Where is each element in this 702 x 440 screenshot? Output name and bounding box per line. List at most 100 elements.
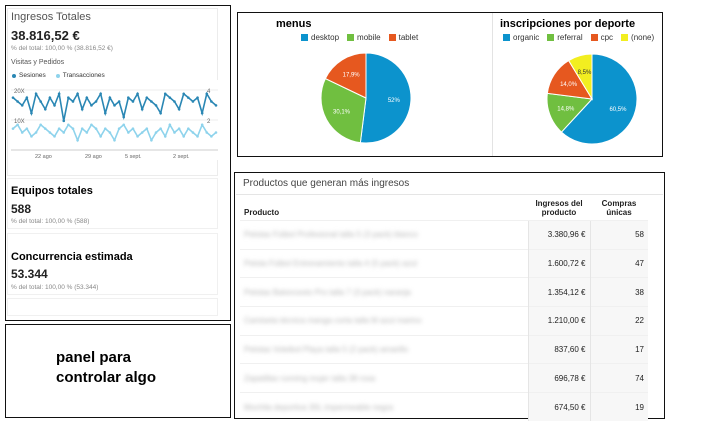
pie-slice-desktop[interactable] bbox=[359, 52, 412, 144]
product-purchases: 74 bbox=[589, 363, 648, 393]
kpi-panel-frame bbox=[5, 5, 231, 321]
line-point bbox=[103, 127, 107, 130]
line-point bbox=[140, 131, 144, 134]
line-point bbox=[122, 115, 126, 119]
line-point bbox=[177, 107, 181, 111]
x-tick-0: 22 ago bbox=[35, 154, 52, 160]
line-point bbox=[173, 100, 176, 103]
pie-slice-mobile[interactable] bbox=[320, 77, 367, 144]
line-point bbox=[53, 135, 56, 138]
line-point bbox=[136, 92, 139, 96]
line-point bbox=[196, 135, 199, 138]
line-point bbox=[205, 92, 209, 96]
line-chart-title: Visitas y Pedidos bbox=[11, 59, 65, 66]
line-point bbox=[168, 123, 172, 127]
line-point bbox=[43, 107, 47, 111]
product-name[interactable]: Pelota Fútbol Entrenamiento talla 4 (5 p… bbox=[240, 248, 528, 278]
product-name[interactable]: Pelotas Baloncesto Pro talla 7 (3 pack) … bbox=[240, 277, 528, 307]
pie-slice-organic[interactable] bbox=[560, 53, 638, 145]
legend-referral: referral bbox=[547, 33, 583, 42]
line-point bbox=[159, 111, 162, 115]
pie-label: 60,5% bbox=[609, 107, 627, 113]
products-title-divider bbox=[236, 194, 663, 195]
product-revenue: 3.380,96 € bbox=[527, 220, 590, 250]
line-point bbox=[210, 135, 213, 138]
line-point bbox=[145, 127, 149, 130]
line-point bbox=[182, 135, 186, 138]
product-name[interactable]: Mochila deportiva 30L impermeable negra bbox=[240, 392, 528, 422]
line-point bbox=[196, 96, 199, 99]
line-point bbox=[94, 100, 98, 103]
line-point bbox=[131, 127, 135, 130]
equipos-value: 588 bbox=[11, 202, 32, 216]
line-point bbox=[67, 123, 70, 127]
control-panel-text: panel para controlar algo bbox=[56, 348, 156, 388]
pie-label: 17,9% bbox=[343, 72, 361, 78]
legend-mobile: mobile bbox=[347, 33, 381, 42]
line-point bbox=[39, 100, 42, 103]
product-name[interactable]: Zapatillas running mujer talla 38 rosa bbox=[240, 363, 528, 393]
product-revenue: 1.600,72 € bbox=[527, 248, 590, 278]
line-point bbox=[25, 127, 29, 130]
legend-sesiones: Sesiones bbox=[12, 72, 46, 79]
table-row[interactable]: Mochila deportiva 30L impermeable negra … bbox=[240, 392, 648, 422]
equipos-subtext: % del total: 100,00 % (588) bbox=[11, 218, 90, 225]
line-point bbox=[20, 131, 24, 134]
line-point bbox=[85, 131, 89, 134]
legend-organic: organic bbox=[503, 33, 539, 42]
line-point bbox=[76, 92, 79, 96]
product-purchases: 47 bbox=[589, 248, 648, 278]
pie-slice-tablet[interactable] bbox=[324, 52, 367, 99]
line-point bbox=[108, 131, 112, 134]
line-point bbox=[150, 100, 153, 103]
line-point bbox=[145, 96, 149, 99]
product-name[interactable]: Pelotas Fútbol Profesional talla 5 (3 pa… bbox=[240, 220, 528, 250]
pie-charts-frame bbox=[237, 12, 663, 157]
col-header-product[interactable]: Producto bbox=[244, 208, 280, 217]
line-point bbox=[187, 96, 190, 99]
product-name[interactable]: Camiseta técnica manga corta talla M azu… bbox=[240, 306, 528, 336]
pie-slice-none[interactable] bbox=[567, 53, 593, 101]
line-point bbox=[154, 131, 158, 134]
product-name[interactable]: Pelotas Voleibol Playa talla 5 (2 pack) … bbox=[240, 334, 528, 364]
line-point bbox=[117, 127, 121, 130]
line-point bbox=[71, 100, 75, 103]
product-purchases: 19 bbox=[589, 392, 648, 422]
line-point bbox=[127, 96, 130, 99]
line-point bbox=[34, 131, 38, 134]
line-point bbox=[173, 131, 176, 134]
table-row[interactable]: Pelotas Fútbol Profesional talla 5 (3 pa… bbox=[240, 220, 648, 250]
table-row[interactable]: Pelotas Baloncesto Pro talla 7 (3 pack) … bbox=[240, 277, 648, 307]
ingresos-value: 38.816,52 € bbox=[11, 28, 80, 43]
products-table: Producto Ingresos del producto Compras ú… bbox=[240, 196, 648, 422]
line-point bbox=[191, 131, 195, 134]
pie-label: 14,0% bbox=[560, 82, 578, 88]
line-point bbox=[39, 123, 42, 127]
line-point bbox=[182, 92, 186, 96]
product-purchases: 58 bbox=[589, 220, 648, 250]
empty-card[interactable] bbox=[7, 298, 218, 316]
concurrencia-card[interactable] bbox=[7, 233, 218, 295]
equipos-card[interactable] bbox=[7, 178, 218, 229]
line-chart-legend: Sesiones Transacciones bbox=[12, 72, 105, 79]
line-point bbox=[76, 138, 79, 142]
pie-divider bbox=[492, 13, 493, 156]
table-row[interactable]: Pelota Fútbol Entrenamiento talla 4 (5 p… bbox=[240, 248, 648, 278]
line-point bbox=[159, 127, 162, 130]
line-point bbox=[48, 96, 52, 99]
line-point bbox=[53, 104, 56, 107]
table-row[interactable]: Zapatillas running mujer talla 38 rosa 6… bbox=[240, 363, 648, 393]
col-header-revenue[interactable]: Ingresos del producto bbox=[535, 199, 583, 217]
ingresos-label: Ingresos Totales bbox=[11, 11, 91, 23]
col-header-purchases[interactable]: Compras únicas bbox=[601, 199, 637, 217]
menus-legend: desktop mobile tablet bbox=[301, 33, 418, 42]
x-tick-1: 29 ago bbox=[85, 154, 102, 160]
pie-label: 30,1% bbox=[333, 109, 351, 115]
table-row[interactable]: Camiseta técnica manga corta talla M azu… bbox=[240, 306, 648, 336]
legend-none: (none) bbox=[621, 33, 654, 42]
product-purchases: 38 bbox=[589, 277, 648, 307]
control-panel-frame[interactable] bbox=[5, 324, 231, 418]
products-title: Productos que generan más ingresos bbox=[243, 178, 410, 189]
x-tick-3: 2 sept. bbox=[173, 154, 190, 160]
table-row[interactable]: Pelotas Voleibol Playa talla 5 (2 pack) … bbox=[240, 334, 648, 364]
